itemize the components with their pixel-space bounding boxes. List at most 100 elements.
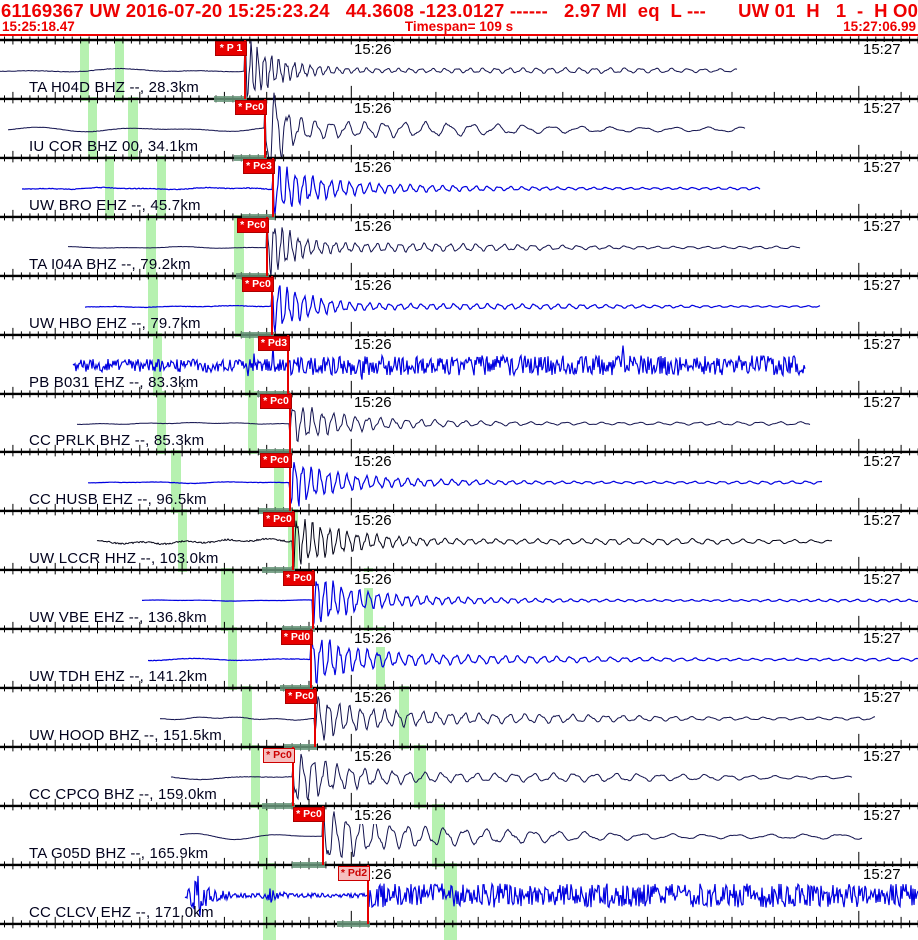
station-label: IU COR BHZ 00, 34.1km	[29, 137, 199, 155]
waveform-plot[interactable]	[0, 158, 918, 224]
minute-label: 15:26	[352, 217, 394, 235]
header: 61169367 UW 2016-07-20 15:25:23.24 44.36…	[0, 0, 918, 34]
trace-row[interactable]: 15:26 15:27 * Pd2 CC CLCV EHZ --, 171.0km	[0, 862, 918, 940]
minute-label: 15:27	[861, 158, 903, 176]
trace-row[interactable]: 15:26 15:27 * Pc0 CC PRLK BHZ --, 85.3km	[0, 391, 918, 457]
waveform-plot[interactable]	[0, 335, 918, 401]
pick-uncertainty-bar	[259, 449, 292, 456]
p-pick-line[interactable]	[322, 805, 324, 865]
trace-row[interactable]: 15:26 15:27 * Pc0 UW VBE EHZ --, 136.8km	[0, 568, 918, 634]
time-axis-ticks	[4, 144, 918, 163]
p-pick-line[interactable]	[367, 864, 369, 924]
waveform-trace	[7, 92, 746, 160]
predicted-arrival-band	[148, 273, 158, 337]
minute-label: 15:26	[352, 158, 394, 176]
station-label: CC HUSB EHZ --, 96.5km	[29, 491, 207, 509]
p-pick-line[interactable]	[244, 40, 246, 99]
time-axis-ticks	[4, 439, 918, 457]
p-pick-line[interactable]	[264, 98, 266, 158]
pick-uncertainty-bar	[214, 96, 247, 102]
waveform-trace	[96, 519, 833, 568]
waveform-trace	[159, 696, 876, 741]
waveform-plot[interactable]	[0, 511, 918, 577]
pick-uncertainty-bar	[257, 390, 290, 397]
minute-label: 15:27	[861, 512, 903, 530]
minute-label: 15:26	[352, 630, 394, 647]
p-pick-line[interactable]	[271, 275, 273, 335]
waveform-plot[interactable]	[0, 393, 918, 459]
station-label: TA G05D BHZ --, 165.9km	[29, 844, 209, 862]
p-pick-flag[interactable]: * Pc0	[237, 217, 269, 233]
p-pick-flag[interactable]: * Pd0	[281, 630, 313, 645]
trace-row[interactable]: 15:26 15:27 * Pc0 IU COR BHZ 00, 34.1km	[0, 92, 918, 163]
p-pick-flag[interactable]: * Pc0	[235, 99, 267, 115]
waveform-trace	[76, 407, 811, 443]
p-pick-flag[interactable]: * Pc3	[243, 158, 275, 174]
p-pick-line[interactable]	[289, 393, 291, 453]
p-pick-flag[interactable]: * Pd3	[258, 335, 290, 351]
minute-label: 15:27	[861, 630, 903, 647]
p-pick-flag[interactable]: * Pc0	[285, 688, 317, 704]
p-pick-flag[interactable]: * Pc0	[263, 747, 295, 763]
p-pick-line[interactable]	[310, 629, 312, 688]
p-pick-line[interactable]	[312, 570, 314, 630]
waveform-plot[interactable]	[0, 570, 918, 636]
minute-label: 15:27	[861, 276, 903, 294]
trace-row[interactable]: 15:26 15:27 * Pc0 UW HOOD BHZ --, 151.5km	[0, 685, 918, 752]
trace-row[interactable]: 15:26 15:27 * Pc0 CC HUSB EHZ --, 96.5km	[0, 450, 918, 516]
p-pick-flag[interactable]: * P 1	[215, 41, 247, 56]
waveform-plot[interactable]	[0, 40, 918, 106]
trace-row[interactable]: 15:26 15:27 * Pc0 UW HBO EHZ --, 79.7km	[0, 273, 918, 339]
p-pick-line[interactable]	[272, 157, 274, 217]
p-pick-flag[interactable]: * Pc0	[242, 276, 274, 292]
trace-row[interactable]: 15:26 15:27 * Pc0 CC CPCO BHZ --, 159.0km	[0, 744, 918, 811]
time-axis-ticks	[4, 85, 918, 104]
trace-row[interactable]: 15:26 15:27 * Pd3 PB B031 EHZ --, 83.3km	[0, 332, 918, 398]
waveform-plot[interactable]	[0, 688, 918, 754]
p-pick-line[interactable]	[287, 334, 289, 394]
waveform-trace	[68, 217, 801, 277]
waveform-plot[interactable]	[0, 629, 918, 695]
waveform-plot[interactable]	[0, 865, 918, 931]
trace-row[interactable]: 15:26 15:27 * Pc0 TA G05D BHZ --, 165.9km	[0, 803, 918, 870]
trace-row[interactable]: 15:26 15:27 * P 1 TA H04D BHZ --, 28.3km	[0, 38, 918, 104]
waveform-plot[interactable]	[0, 92, 918, 165]
waveform-plot[interactable]	[0, 747, 918, 813]
waveform-trace	[72, 344, 806, 380]
predicted-arrival-band	[146, 214, 156, 278]
p-pick-line[interactable]	[314, 687, 316, 747]
p-pick-line[interactable]	[292, 511, 294, 571]
trace-row[interactable]: 15:26 15:27 * Pc0 TA I04A BHZ --, 79.2km	[0, 214, 918, 281]
time-axis-ticks	[4, 910, 918, 928]
waveform-plot[interactable]	[0, 806, 918, 872]
p-pick-flag[interactable]: * Pc0	[263, 512, 295, 528]
time-axis-ticks	[4, 262, 918, 281]
waveform-plot[interactable]	[0, 217, 918, 283]
p-pick-line[interactable]	[266, 216, 268, 276]
minute-label: 15:27	[861, 688, 903, 706]
p-pick-line[interactable]	[289, 452, 291, 512]
pick-uncertainty-bar	[234, 154, 267, 161]
p-pick-flag[interactable]: * Pc0	[260, 453, 292, 469]
minute-label: 15:26	[352, 806, 394, 824]
pick-uncertainty-bar	[292, 861, 325, 868]
waveform-trace	[0, 41, 738, 98]
trace-row[interactable]: 15:26 15:27 * Pc0 UW LCCR HHZ --, 103.0km	[0, 509, 918, 575]
trace-rows: 15:26 15:27 * P 1 TA H04D BHZ --, 28.3km 15:…	[0, 38, 918, 940]
minute-label: 15:26	[352, 512, 394, 530]
pick-uncertainty-bar	[284, 743, 317, 750]
p-pick-flag[interactable]: * Pd2	[338, 865, 370, 881]
trace-row[interactable]: 15:26 15:27 * Pd0 UW TDH EHZ --, 141.2km	[0, 627, 918, 693]
pick-uncertainty-bar	[236, 272, 269, 279]
waveform-plot[interactable]	[0, 276, 918, 342]
p-pick-flag[interactable]: * Pc0	[260, 394, 292, 410]
trace-row[interactable]: 15:26 15:27 * Pc3 UW BRO EHZ --, 45.7km	[0, 155, 918, 222]
predicted-arrival-band	[399, 685, 409, 749]
minute-label: 15:27	[861, 217, 903, 235]
p-pick-flag[interactable]: * Pc0	[293, 806, 325, 822]
waveform-trace	[142, 580, 918, 627]
predicted-arrival-band	[157, 391, 166, 455]
waveform-plot[interactable]	[0, 452, 918, 518]
p-pick-flag[interactable]: * Pc0	[283, 571, 315, 587]
p-pick-line[interactable]	[292, 746, 294, 806]
